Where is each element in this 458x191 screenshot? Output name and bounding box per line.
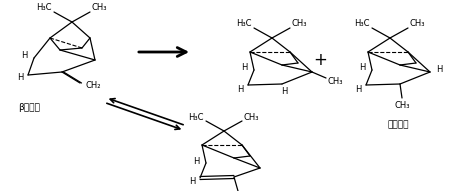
Text: CH₃: CH₃	[394, 101, 410, 111]
Text: CH₃: CH₃	[92, 3, 108, 12]
Text: H: H	[16, 74, 23, 83]
Text: H₃C: H₃C	[189, 112, 204, 121]
Text: H₃C: H₃C	[37, 3, 52, 12]
Text: CH₃: CH₃	[292, 19, 307, 28]
Text: H: H	[360, 63, 366, 73]
Text: CH₃: CH₃	[410, 19, 425, 28]
Text: H: H	[22, 52, 28, 61]
Text: H: H	[242, 63, 248, 73]
Text: H₃C: H₃C	[354, 19, 370, 28]
Text: H₃C: H₃C	[236, 19, 252, 28]
Text: CH₃: CH₃	[328, 78, 344, 87]
Text: H: H	[194, 156, 200, 165]
Text: CH₃: CH₃	[244, 112, 260, 121]
Text: H: H	[354, 84, 361, 94]
Text: H: H	[281, 87, 287, 96]
Text: H: H	[189, 177, 195, 186]
Text: +: +	[313, 51, 327, 69]
Text: CH₂: CH₂	[85, 80, 100, 90]
Text: β－蒈烯: β－蒈烯	[18, 103, 40, 112]
Text: H: H	[237, 84, 243, 94]
Text: 反式蒈烷: 反式蒈烷	[387, 121, 409, 129]
Text: H: H	[436, 66, 442, 74]
